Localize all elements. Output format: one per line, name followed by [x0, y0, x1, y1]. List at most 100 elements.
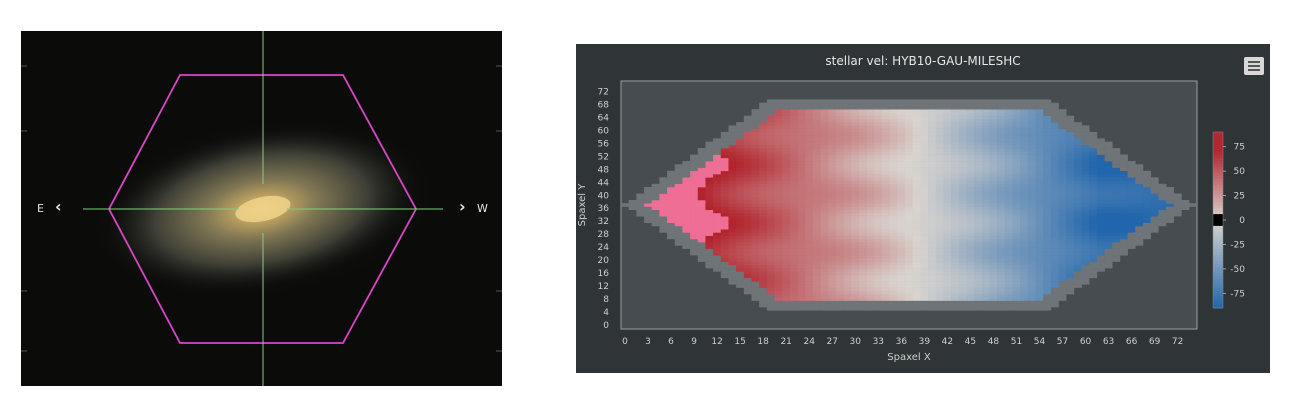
- velocity-cell: [1012, 148, 1021, 152]
- velocity-cell: [1035, 248, 1044, 253]
- footprint-cell: [951, 307, 960, 311]
- velocity-cell: [928, 148, 937, 152]
- velocity-cell: [728, 193, 737, 198]
- velocity-cell: [920, 222, 929, 227]
- velocity-cell: [1081, 177, 1090, 181]
- velocity-cell: [951, 122, 960, 126]
- velocity-cell: [851, 290, 860, 295]
- velocity-cell: [935, 174, 944, 178]
- velocity-cell: [667, 190, 676, 194]
- velocity-cell: [858, 271, 867, 275]
- velocity-cell: [989, 161, 998, 165]
- velocity-cell: [782, 245, 791, 249]
- footprint-cell: [974, 300, 983, 305]
- velocity-heatmap[interactable]: 0 3 6 9 12 15 18 21 24 27 30 33 36 39 42 45 48 51 54 57 60 63…: [576, 44, 1270, 373]
- velocity-cell: [828, 131, 837, 136]
- velocity-cell: [728, 232, 737, 236]
- footprint-cell: [728, 125, 737, 129]
- velocity-cell: [928, 258, 937, 262]
- velocity-cell: [759, 128, 768, 133]
- velocity-cell: [920, 148, 929, 152]
- velocity-cell: [713, 229, 722, 233]
- velocity-cell: [974, 112, 983, 116]
- velocity-cell: [858, 187, 867, 191]
- velocity-cell: [905, 294, 913, 298]
- velocity-cell: [889, 128, 898, 133]
- velocity-cell: [920, 196, 929, 201]
- velocity-cell: [820, 229, 829, 233]
- velocity-cell: [1142, 187, 1151, 191]
- velocity-cell: [782, 138, 791, 142]
- east-label: E: [37, 202, 44, 215]
- velocity-cell: [828, 264, 837, 269]
- velocity-cell: [789, 251, 798, 256]
- velocity-cell: [1135, 206, 1144, 211]
- velocity-cell: [1027, 174, 1036, 178]
- velocity-cell: [667, 216, 676, 220]
- velocity-cell: [674, 199, 683, 204]
- velocity-cell: [1050, 193, 1059, 198]
- velocity-cell: [943, 196, 952, 201]
- velocity-cell: [835, 141, 844, 146]
- velocity-cell: [766, 258, 775, 262]
- velocity-cell: [1035, 122, 1044, 126]
- velocity-cell: [912, 216, 921, 220]
- velocity-cell: [1135, 209, 1144, 214]
- footprint-cell: [1181, 206, 1190, 211]
- velocity-cell: [1066, 144, 1075, 149]
- velocity-cell: [812, 141, 821, 146]
- footprint-cell: [674, 238, 683, 243]
- pan-right-arrow[interactable]: ›: [459, 197, 466, 216]
- velocity-cell: [1027, 294, 1036, 298]
- velocity-cell: [858, 170, 867, 175]
- velocity-cell: [920, 281, 929, 285]
- velocity-cell: [951, 277, 960, 282]
- velocity-cell: [1004, 235, 1013, 240]
- velocity-cell: [912, 248, 921, 253]
- pan-left-arrow[interactable]: ‹: [55, 197, 62, 216]
- velocity-cell: [1104, 229, 1113, 233]
- velocity-cell: [766, 157, 775, 162]
- velocity-cell: [1035, 264, 1044, 269]
- velocity-cell: [659, 206, 668, 211]
- velocity-cell: [866, 238, 875, 243]
- velocity-cell: [935, 128, 944, 133]
- velocity-cell: [1158, 199, 1167, 204]
- velocity-cell: [1043, 183, 1052, 188]
- velocity-cell: [797, 248, 806, 253]
- footprint-cell: [751, 109, 760, 113]
- footprint-cell: [820, 303, 829, 308]
- velocity-cell: [797, 122, 806, 126]
- footprint-cell: [1165, 209, 1174, 214]
- velocity-cell: [881, 135, 890, 139]
- velocity-cell: [866, 125, 875, 129]
- velocity-cell: [981, 232, 990, 236]
- chart-menu-button[interactable]: [1244, 57, 1264, 75]
- velocity-cell: [997, 264, 1006, 269]
- velocity-cell: [1050, 122, 1059, 126]
- velocity-cell: [1027, 193, 1036, 198]
- velocity-cell: [866, 180, 875, 185]
- velocity-cell: [858, 268, 867, 272]
- footprint-cell: [974, 102, 983, 107]
- velocity-cell: [966, 206, 975, 211]
- velocity-cell: [812, 161, 821, 165]
- velocity-cell: [728, 245, 737, 249]
- velocity-cell: [1066, 167, 1075, 172]
- velocity-cell: [820, 206, 829, 211]
- velocity-cell: [1012, 271, 1021, 275]
- velocity-cell: [759, 264, 768, 269]
- velocity-cell: [1104, 203, 1113, 207]
- velocity-cell: [851, 112, 860, 116]
- velocity-cell: [989, 203, 998, 207]
- velocity-cell: [720, 245, 729, 249]
- velocity-cell: [743, 164, 752, 168]
- velocity-cell: [797, 180, 806, 185]
- velocity-cell: [766, 187, 775, 191]
- velocity-cell: [1020, 225, 1029, 230]
- velocity-cell: [851, 222, 860, 227]
- velocity-cell: [974, 170, 983, 175]
- velocity-cell: [966, 174, 975, 178]
- velocity-cell: [958, 161, 967, 165]
- colorbar-segment: [1213, 152, 1223, 156]
